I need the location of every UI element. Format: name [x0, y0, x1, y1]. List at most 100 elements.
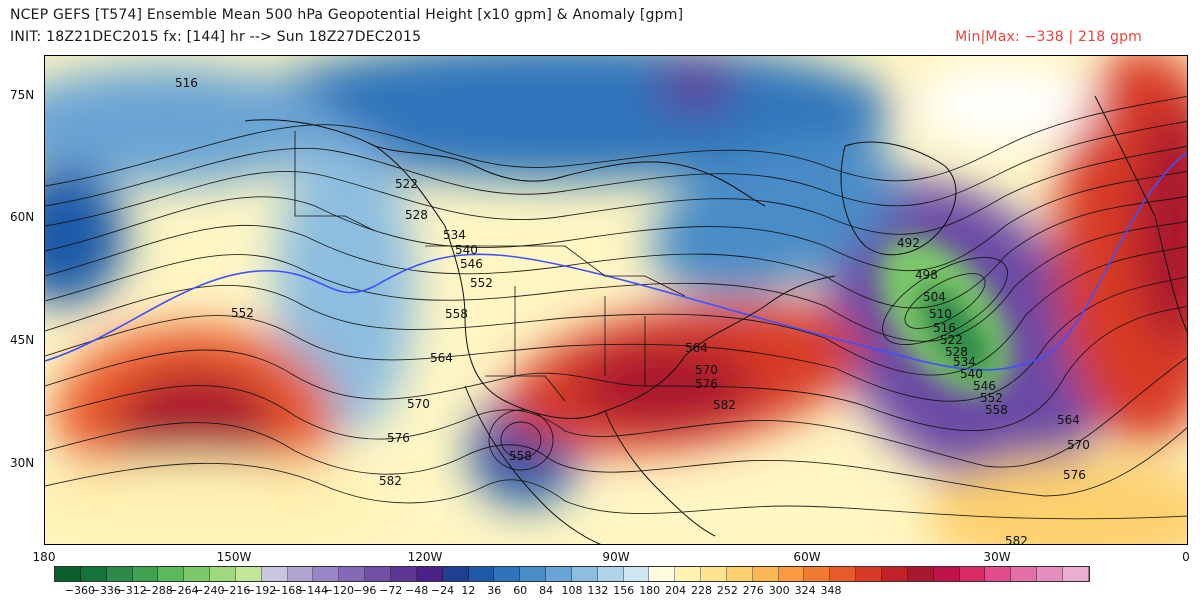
lon-label-0: 0	[1182, 550, 1190, 564]
contour-label: 552	[470, 276, 493, 290]
min-max-readout: Min|Max: −338 | 218 gpm	[955, 29, 1142, 45]
contour-label: 528	[945, 345, 968, 359]
colorbar-tick-label: 204	[665, 584, 687, 597]
lon-label-120w: 120W	[407, 550, 443, 564]
colorbar-tick-label: 228	[691, 584, 712, 597]
colorbar-cell	[752, 567, 779, 581]
contour-label: 558	[445, 307, 468, 321]
colorbar-tick-label: 348	[820, 584, 842, 597]
colorbar-tick-label: 12	[461, 584, 476, 597]
colorbar-tick-label: 84	[539, 584, 554, 597]
colorbar-tick-label: 324	[794, 584, 816, 597]
colorbar-cell	[726, 567, 753, 581]
colorbar-cell	[339, 567, 366, 581]
colorbar-tick-label: −288	[142, 584, 173, 597]
colorbar-cell	[597, 567, 624, 581]
colorbar-tick-label: −48	[404, 584, 429, 597]
colorbar-tick-label: 252	[716, 584, 738, 597]
contour-label: 534	[443, 228, 466, 242]
chart-title: NCEP GEFS [T574] Ensemble Mean 500 hPa G…	[10, 7, 684, 23]
colorbar-tick-label: 156	[613, 584, 635, 597]
contour-label: 498	[915, 268, 938, 282]
colorbar-tick-label: −192	[246, 584, 277, 597]
colorbar-tick-label: 276	[742, 584, 764, 597]
contour-label: 558	[509, 449, 532, 463]
contour-label: 492	[897, 236, 920, 250]
lon-label-90w: 90W	[602, 550, 630, 564]
colorbar-cell	[804, 567, 831, 581]
height-contours	[45, 95, 1187, 520]
reference-contour-line	[45, 151, 1187, 371]
contour-label: 576	[695, 377, 718, 391]
colorbar-tick-label: −360	[64, 584, 95, 597]
colorbar-cell	[494, 567, 521, 581]
contour-label: 552	[980, 391, 1003, 405]
colorbar-cell	[623, 567, 650, 581]
colorbar-cell	[520, 567, 547, 581]
colorbar-cell	[675, 567, 702, 581]
contour-label: 564	[430, 351, 453, 365]
contour-label: 534	[953, 355, 976, 369]
colorbar-cell	[313, 567, 340, 581]
contour-label: 546	[973, 379, 996, 393]
colorbar-cell	[1037, 567, 1063, 581]
colorbar-cell	[261, 567, 288, 581]
lat-label-75n: 75N	[10, 88, 35, 102]
colorbar-cell	[933, 567, 960, 581]
colorbar-cell	[365, 567, 391, 581]
contour-label: 510	[929, 307, 952, 321]
contour-label: 540	[455, 243, 478, 257]
colorbar-tick-label: −240	[194, 584, 225, 597]
colorbar-cell	[1011, 567, 1038, 581]
colorbar-cell	[132, 567, 159, 581]
lat-label-45n: 45N	[10, 333, 35, 347]
contour-labels: 516 522 528 534 540 546 552 558 564 570 …	[175, 76, 1090, 544]
lon-label-150w: 150W	[216, 550, 252, 564]
colorbar-cell	[1062, 567, 1089, 581]
colorbar-tick-label: −312	[116, 584, 147, 597]
coastlines	[244, 95, 1187, 544]
init-forecast-line: INIT: 18Z21DEC2015 fx: [144] hr --> Sun …	[10, 29, 422, 45]
contour-label: 546	[460, 257, 483, 271]
colorbar-cell	[55, 567, 81, 581]
colorbar-cell	[882, 567, 908, 581]
colorbar-tick-label: 300	[768, 584, 790, 597]
colorbar-tick-label: −336	[90, 584, 121, 597]
colorbar-cell	[184, 567, 211, 581]
colorbar-cell	[390, 567, 417, 581]
contour-label: 528	[405, 208, 428, 222]
colorbar-cell	[571, 567, 598, 581]
contour-label: 522	[940, 333, 963, 347]
colorbar-tick-label: −216	[220, 584, 251, 597]
colorbar-tick-label: 60	[513, 584, 528, 597]
colorbar-tick-label: −120	[323, 584, 354, 597]
contour-label: 582	[713, 398, 736, 412]
colorbar-tick-label: −96	[353, 584, 377, 597]
colorbar-cell	[158, 567, 185, 581]
colorbar-tick-label: −72	[379, 584, 403, 597]
contour-label: 564	[1057, 413, 1080, 427]
lon-label-60w: 60W	[793, 550, 821, 564]
colorbar-cell	[210, 567, 236, 581]
colorbar-cell	[856, 567, 882, 581]
lon-label-30w: 30W	[983, 550, 1011, 564]
colorbar-cell	[287, 567, 314, 581]
colorbar-tick-label: −24	[430, 584, 455, 597]
contour-label: 582	[379, 474, 402, 488]
map-canvas: 516 522 528 534 540 546 552 558 564 570 …	[45, 56, 1187, 544]
colorbar-cell	[907, 567, 934, 581]
contour-label: 516	[175, 76, 198, 90]
colorbar-tick-label: −144	[297, 584, 329, 597]
political-borders	[294, 131, 686, 402]
colorbar-cell	[649, 567, 676, 581]
anomaly-shading	[45, 56, 1187, 544]
contour-label: 540	[960, 367, 983, 381]
contour-label: 522	[395, 177, 418, 191]
colorbar-cell	[830, 567, 857, 581]
contour-label: 504	[923, 290, 946, 304]
colorbar-cell	[235, 567, 262, 581]
contour-label: 576	[387, 431, 410, 445]
colorbar-cell	[442, 567, 469, 581]
colorbar-cell	[778, 567, 805, 581]
colorbar-cell	[701, 567, 727, 581]
